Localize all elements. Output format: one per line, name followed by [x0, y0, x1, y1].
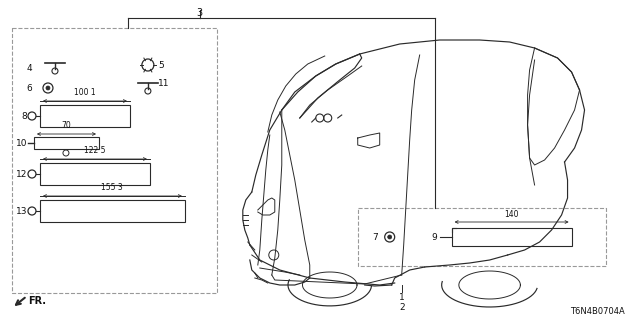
Text: 9: 9 — [431, 233, 436, 242]
Bar — [40, 200, 185, 222]
Bar — [40, 163, 150, 185]
Text: 100 1: 100 1 — [74, 88, 96, 97]
Text: FR.: FR. — [28, 296, 46, 306]
Text: 1: 1 — [399, 293, 404, 302]
Text: 10: 10 — [15, 139, 27, 148]
Bar — [12, 28, 217, 293]
Text: T6N4B0704A: T6N4B0704A — [570, 308, 624, 316]
Text: 6: 6 — [26, 84, 32, 92]
Text: 13: 13 — [15, 206, 27, 215]
Text: 140: 140 — [504, 210, 519, 219]
Text: 122 5: 122 5 — [84, 146, 106, 155]
Bar — [358, 208, 605, 266]
Text: 155 3: 155 3 — [101, 183, 123, 192]
Text: 70: 70 — [61, 121, 71, 130]
Text: 11: 11 — [158, 78, 170, 87]
Text: 12: 12 — [15, 170, 27, 179]
Text: 5: 5 — [158, 60, 164, 69]
Text: 2: 2 — [399, 302, 404, 311]
Circle shape — [46, 86, 50, 90]
Text: 7: 7 — [372, 233, 378, 242]
Bar — [34, 137, 99, 149]
Text: 4: 4 — [26, 63, 32, 73]
Circle shape — [388, 235, 392, 239]
Text: 3: 3 — [196, 8, 203, 18]
Bar — [452, 228, 572, 246]
Text: 8: 8 — [21, 111, 27, 121]
Bar — [40, 105, 130, 127]
